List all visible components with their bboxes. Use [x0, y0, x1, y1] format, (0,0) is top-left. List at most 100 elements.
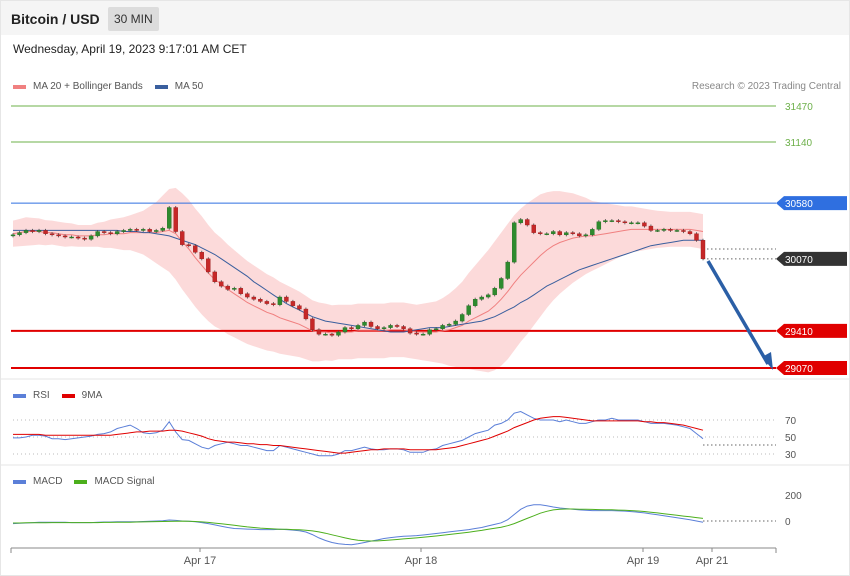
candle-body: [225, 285, 231, 290]
candle-body: [525, 219, 530, 226]
candle: [62, 234, 68, 239]
candle: [264, 299, 270, 306]
credit-label: Research © 2023 Trading Central: [691, 81, 841, 92]
candle: [10, 233, 16, 238]
candle: [173, 205, 178, 234]
ma50-swatch: [154, 84, 168, 89]
candle-body: [407, 328, 413, 334]
candle-body: [661, 229, 667, 231]
candle: [88, 234, 94, 241]
candle: [154, 228, 159, 234]
legend-item-macd-signal: MACD Signal: [74, 476, 154, 487]
candle: [114, 230, 120, 236]
level-tag-30070: [776, 251, 847, 266]
candle: [193, 244, 198, 254]
candle-body: [154, 230, 159, 232]
candle: [43, 228, 48, 236]
candle-body: [394, 325, 400, 327]
timeframe-badge[interactable]: 30 MIN: [108, 7, 159, 31]
candle: [407, 327, 413, 335]
candle: [375, 324, 380, 331]
candle: [186, 243, 191, 248]
candle-body: [23, 230, 29, 233]
candle: [590, 227, 595, 237]
candle: [284, 295, 289, 303]
candle-body: [329, 333, 335, 336]
candle-body: [427, 329, 432, 335]
candle: [134, 227, 139, 232]
candle: [362, 320, 367, 327]
candle-body: [75, 236, 81, 239]
candle: [17, 231, 22, 237]
candle-body: [512, 222, 517, 263]
candle: [648, 224, 654, 232]
candle-body: [180, 231, 185, 245]
candle: [440, 323, 445, 331]
candle-body: [368, 321, 374, 327]
candle-body: [596, 221, 602, 230]
candle: [564, 231, 569, 237]
candle-body: [472, 299, 478, 306]
candle: [635, 221, 641, 225]
rsi-swatch: [13, 393, 26, 398]
rsi-legend: RSI 9MA: [13, 390, 114, 401]
candle-body: [310, 318, 315, 330]
candle: [401, 324, 406, 331]
candle: [140, 227, 146, 232]
candle-body: [193, 245, 198, 253]
candle-body: [694, 233, 699, 241]
candle: [108, 231, 113, 236]
candle: [238, 286, 244, 296]
candle-body: [401, 326, 406, 329]
candle-body: [95, 231, 100, 237]
candle: [180, 230, 185, 247]
candle: [329, 332, 335, 337]
candle-body: [466, 305, 471, 315]
candle: [538, 231, 543, 236]
candle-body: [277, 296, 283, 305]
candle-body: [583, 234, 589, 237]
candle: [674, 228, 680, 232]
candle-body: [316, 329, 322, 335]
candle-body: [622, 221, 628, 224]
candle: [570, 231, 576, 236]
candle-body: [531, 224, 536, 233]
candle-body: [655, 230, 660, 232]
candle: [544, 232, 549, 236]
candle-body: [459, 314, 465, 322]
candle-body: [62, 235, 68, 238]
level-label-31470: 31470: [785, 102, 813, 113]
legend-label-ma20: MA 20 + Bollinger Bands: [33, 81, 143, 92]
candle: [368, 320, 374, 329]
candle-body: [342, 327, 348, 333]
rsi-tick-30: 30: [785, 450, 797, 461]
candle-body: [127, 229, 133, 231]
level-tag-29070: [776, 361, 847, 375]
candle-body: [212, 271, 217, 282]
candle: [446, 322, 452, 327]
level-tag-29410: [776, 323, 847, 338]
candle: [277, 295, 283, 307]
candle-body: [10, 234, 16, 237]
candle-body: [121, 230, 126, 232]
candle-body: [668, 229, 673, 231]
candle: [609, 219, 615, 223]
candle-body: [69, 236, 74, 239]
candle: [388, 323, 393, 330]
candle-body: [609, 220, 615, 222]
candle: [36, 228, 42, 234]
candle: [75, 235, 81, 240]
candle-body: [433, 328, 439, 330]
candle: [694, 232, 699, 242]
candle: [336, 330, 341, 337]
candle-body: [238, 288, 244, 294]
candle-body: [453, 320, 458, 325]
candle: [414, 331, 419, 336]
candle: [466, 304, 471, 317]
candle: [147, 227, 152, 234]
candle: [303, 307, 309, 321]
candle: [167, 205, 172, 230]
candle: [616, 219, 621, 224]
candle-body: [603, 220, 608, 222]
candle: [323, 332, 328, 336]
